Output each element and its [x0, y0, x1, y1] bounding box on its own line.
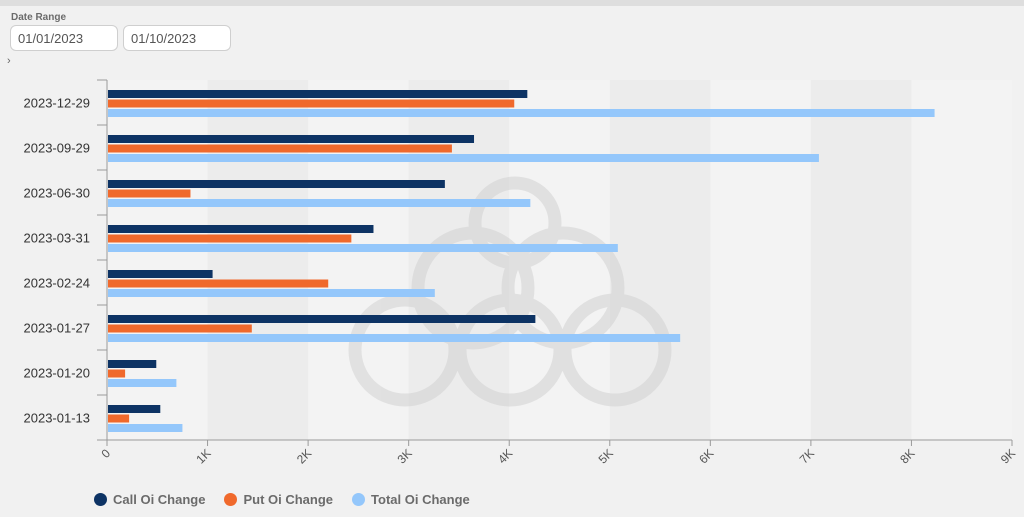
legend-marker: [94, 493, 107, 506]
bar-put-oi-change: [108, 144, 452, 153]
grid-band: [710, 80, 811, 440]
x-tick-label: 5K: [596, 446, 616, 466]
x-tick-label: 6K: [696, 446, 716, 466]
bar-put-oi-change: [108, 414, 130, 423]
bar-call-oi-change: [108, 405, 161, 413]
watermark-logo: [348, 176, 672, 407]
y-tick-label: 2023-01-27: [24, 321, 91, 336]
bar-call-oi-change: [108, 360, 157, 368]
legend-label: Total Oi Change: [371, 492, 470, 507]
y-tick-label: 2023-03-31: [24, 231, 91, 246]
bar-total-oi-change: [108, 289, 435, 297]
bar-put-oi-change: [108, 234, 352, 243]
start-date-input[interactable]: [10, 25, 118, 51]
x-tick-label: 0: [98, 446, 113, 461]
bar-call-oi-change: [108, 225, 374, 233]
chart-legend: Call Oi Change Put Oi Change Total Oi Chan…: [94, 492, 489, 507]
bar-total-oi-change: [108, 379, 177, 387]
legend-item[interactable]: Total Oi Change: [352, 492, 470, 507]
y-tick-label: 2023-02-24: [24, 276, 91, 291]
top-border: [0, 0, 1024, 6]
bar-put-oi-change: [108, 324, 252, 333]
y-tick-label: 2023-01-20: [24, 366, 91, 381]
legend-label: Put Oi Change: [243, 492, 334, 507]
x-tick-label: 8K: [897, 446, 917, 466]
legend-item[interactable]: Put Oi Change: [224, 492, 333, 507]
legend-marker: [352, 493, 366, 506]
bar-put-oi-change: [108, 279, 329, 288]
y-tick-label: 2023-12-29: [24, 96, 91, 111]
date-range-label: Date Range: [11, 12, 67, 23]
grid-band: [308, 80, 409, 440]
x-tick-label: 1K: [193, 446, 213, 466]
bar-total-oi-change: [108, 154, 819, 162]
bar-total-oi-change: [108, 109, 935, 117]
x-tick-label: 2K: [294, 446, 314, 466]
bar-call-oi-change: [108, 315, 536, 323]
x-tick-label: 7K: [797, 446, 817, 466]
x-tick-label: 9K: [998, 446, 1018, 466]
legend-marker: [224, 493, 238, 506]
bar-put-oi-change: [108, 369, 126, 378]
bar-call-oi-change: [108, 180, 445, 188]
y-tick-label: 2023-09-29: [24, 141, 91, 156]
bar-put-oi-change: [108, 189, 191, 198]
bar-total-oi-change: [108, 334, 681, 342]
bar-total-oi-change: [108, 424, 183, 432]
x-tick-label: 4K: [495, 446, 515, 466]
y-tick-label: 2023-06-30: [24, 186, 91, 201]
bar-call-oi-change: [108, 90, 528, 98]
legend-label: Call Oi Change: [113, 492, 206, 507]
grid-band: [911, 80, 1012, 440]
end-date-input[interactable]: [123, 25, 231, 51]
expand-chevron-icon[interactable]: ›: [7, 55, 11, 67]
bar-call-oi-change: [108, 270, 213, 278]
bar-put-oi-change: [108, 99, 515, 108]
bar-total-oi-change: [108, 244, 618, 252]
x-tick-label: 3K: [395, 446, 415, 466]
bar-call-oi-change: [108, 135, 475, 143]
legend-item[interactable]: Call Oi Change: [94, 492, 205, 507]
bar-total-oi-change: [108, 199, 531, 207]
y-tick-label: 2023-01-13: [24, 411, 91, 426]
